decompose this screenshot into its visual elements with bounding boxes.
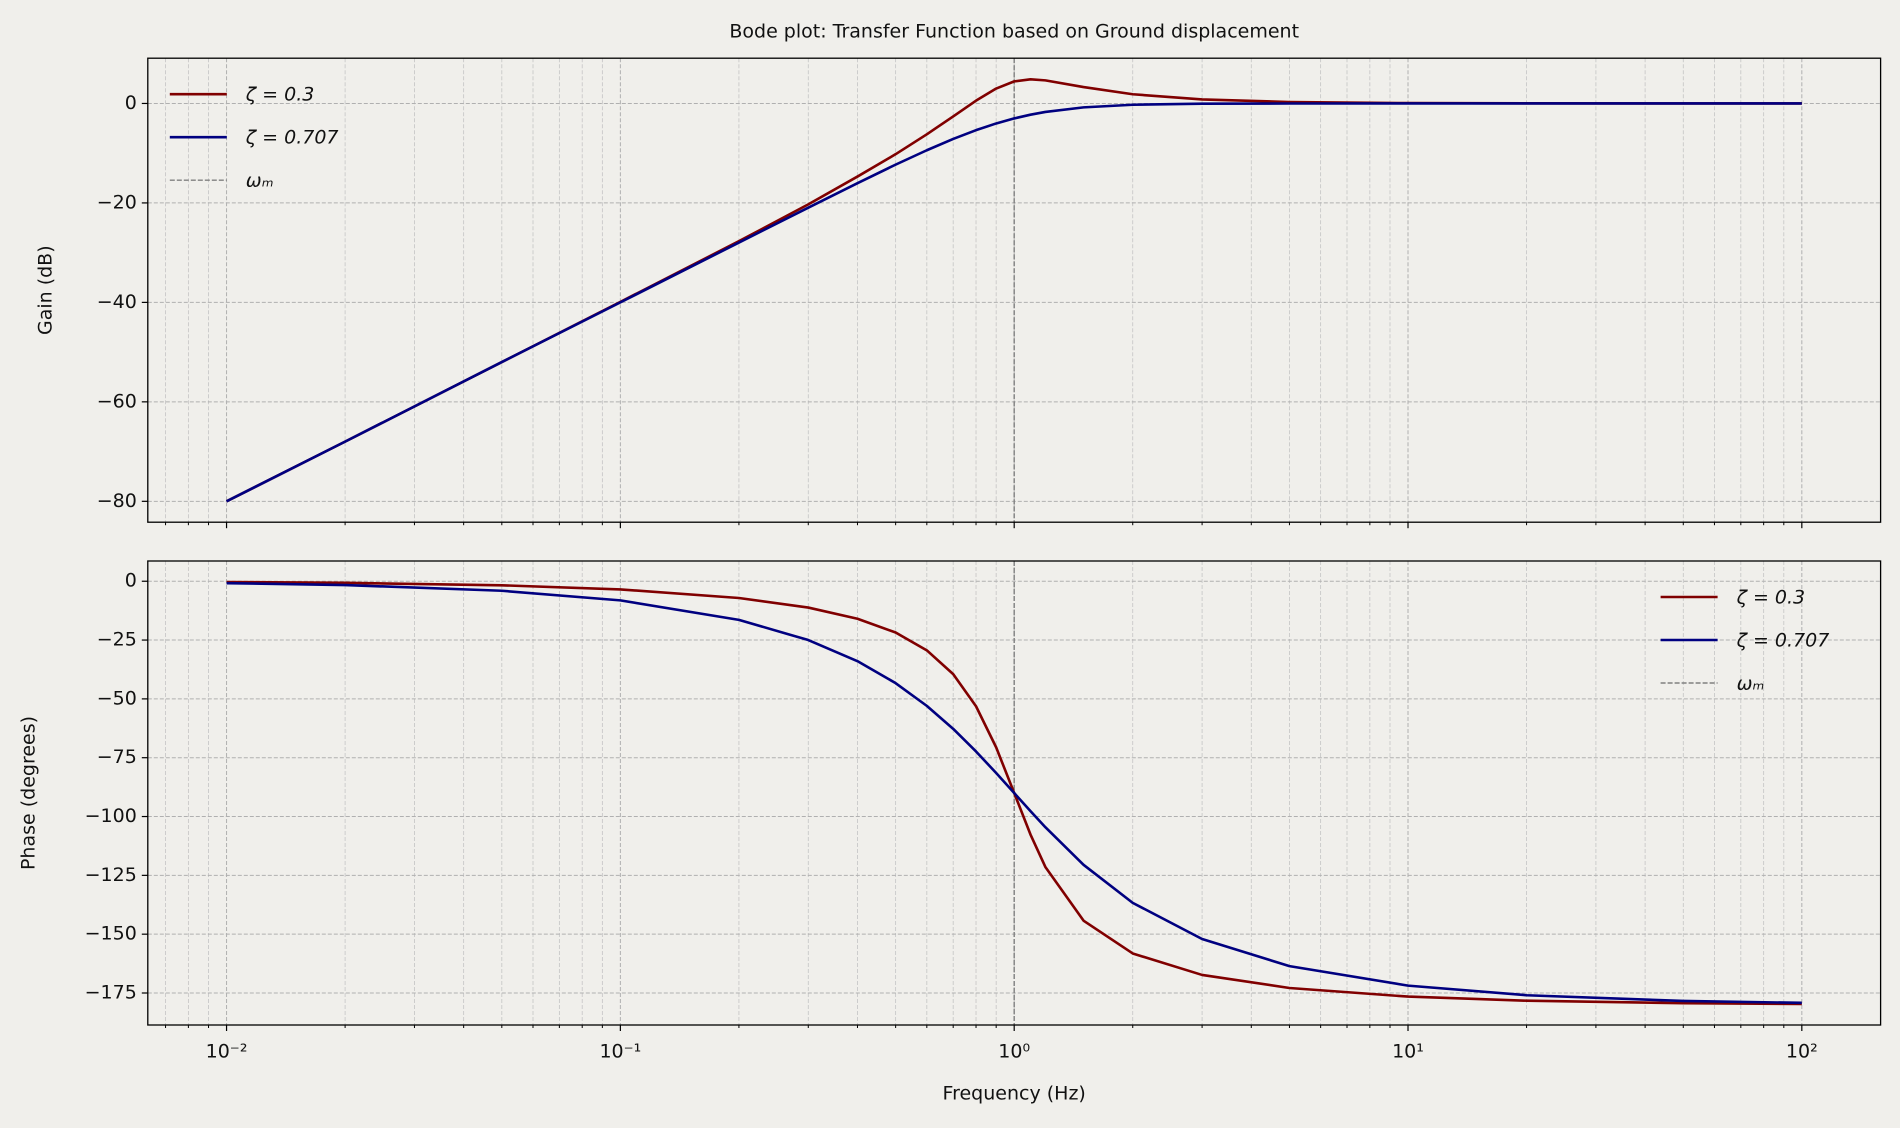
legend-label: ζ = 0.3 (1736, 587, 1806, 609)
y-tick-label: −25 (97, 629, 137, 651)
y-tick-label: −75 (97, 746, 137, 768)
y-tick-label: 0 (125, 92, 137, 114)
data-line (225, 102, 1802, 503)
data-line (226, 580, 1802, 1006)
legend-label: ωₘ (246, 170, 274, 192)
y-tick-label: −100 (85, 805, 137, 827)
y-tick-label: −20 (97, 191, 137, 213)
x-tick-label: 10¹ (1392, 1041, 1424, 1063)
y-axis-label: Gain (dB) (35, 245, 57, 335)
y-tick-label: −80 (97, 490, 137, 512)
y-tick-label: 0 (125, 570, 137, 592)
legend-label: ζ = 0.3 (245, 84, 315, 106)
x-tick-label: 10² (1786, 1041, 1818, 1063)
y-tick-label: −40 (97, 291, 137, 313)
legend-label: ζ = 0.707 (1736, 630, 1830, 652)
y-tick-label: −60 (97, 390, 137, 412)
x-tick-label: 10⁻² (206, 1041, 248, 1063)
legend-label: ζ = 0.707 (245, 127, 339, 149)
y-tick-label: −50 (97, 687, 137, 709)
legend-label: ωₘ (1737, 673, 1765, 695)
chart-title: Bode plot: Transfer Function based on Gr… (729, 21, 1299, 43)
y-tick-label: −125 (85, 864, 137, 886)
x-tick-label: 10⁰ (998, 1041, 1030, 1063)
x-axis-label: Frequency (Hz) (943, 1083, 1086, 1105)
y-tick-label: −175 (85, 982, 137, 1004)
y-axis-label: Phase (degrees) (18, 716, 40, 870)
data-line (226, 581, 1802, 1005)
y-tick-label: −150 (85, 923, 137, 945)
x-tick-label: 10⁻¹ (599, 1041, 641, 1063)
